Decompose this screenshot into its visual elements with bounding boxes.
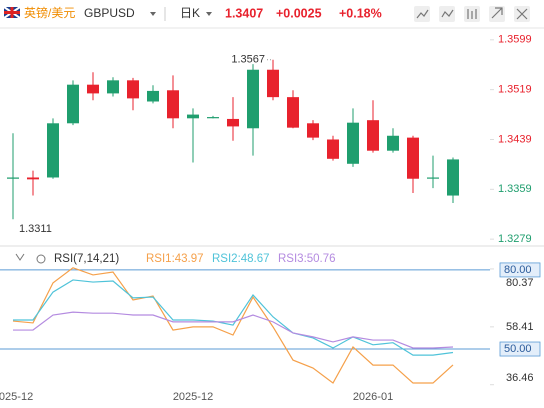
legend-entry: RSI3:50.76 [278, 253, 336, 265]
legend-entry: RSI1:43.97 [146, 253, 204, 265]
period-dropdown[interactable] [206, 12, 212, 16]
tool-icon [416, 9, 429, 19]
candle-body [247, 69, 259, 129]
rsi-line [13, 311, 454, 349]
x-tick-label: 2025-12 [173, 391, 213, 403]
collapse-icon[interactable] [15, 253, 25, 261]
y-tick-label: 1.3599 [498, 34, 532, 46]
candle-body [7, 177, 19, 179]
indicator-title: RSI(7,14,21) [54, 253, 119, 265]
change-pct: +0.18% [339, 6, 382, 20]
candle-body [327, 139, 339, 159]
candle-body [147, 90, 159, 102]
tool-icon [441, 9, 454, 18]
candle-body [167, 90, 179, 119]
candle-body [427, 177, 439, 179]
price: 1.3407 [225, 6, 263, 20]
x-tick-label: 2026-01 [353, 391, 393, 403]
period[interactable]: 日K [180, 6, 200, 20]
candle-body [447, 159, 459, 196]
candle-body [27, 177, 39, 180]
candle-body [287, 97, 299, 128]
low-annotation: 1.3311 [19, 223, 52, 235]
reference-label-box [499, 341, 541, 357]
candle-body [267, 69, 279, 98]
pair-name: 英镑/美元 [24, 5, 75, 20]
y-tick-label: 80.37 [506, 277, 534, 289]
candle-body [227, 118, 239, 127]
candle-body [307, 123, 319, 138]
tool-icon [491, 7, 503, 19]
y-tick-label: 1.3279 [498, 233, 532, 245]
settings-icon[interactable] [36, 254, 46, 264]
tool-button[interactable] [489, 6, 505, 22]
candle-body [87, 84, 99, 94]
flag-icon [3, 6, 21, 19]
y-tick-label: 1.3439 [498, 133, 532, 145]
candle-body [67, 84, 79, 124]
y-tick-label: 36.46 [506, 372, 534, 384]
legend-entry: RSI2:48.67 [212, 253, 270, 265]
symbol-dropdown[interactable] [150, 12, 156, 16]
candle-body [47, 123, 59, 178]
candle-body [347, 122, 359, 164]
candle-body [367, 120, 379, 151]
change: +0.0025 [276, 6, 322, 20]
candle-body [127, 80, 139, 99]
reference-label-box [499, 262, 541, 278]
rsi-line [12, 267, 454, 384]
candle-body [187, 114, 199, 119]
candle-body [387, 135, 399, 151]
x-tick-label: 2025-12 [0, 391, 33, 403]
y-tick-label: 58.41 [506, 321, 534, 333]
rsi-line [13, 279, 454, 356]
y-tick-label: 1.3359 [498, 183, 532, 195]
reference-label: 80.00 [504, 264, 532, 276]
reference-label: 50.00 [504, 343, 532, 355]
candle-body [107, 80, 119, 94]
tool-icon [467, 9, 477, 19]
symbol: GBPUSD [84, 6, 135, 20]
high-annotation: 1.3567 [231, 54, 265, 66]
tool-icon [516, 8, 528, 20]
candle-body [407, 137, 419, 179]
y-tick-label: 1.3519 [498, 84, 532, 96]
candle-body [207, 117, 219, 119]
